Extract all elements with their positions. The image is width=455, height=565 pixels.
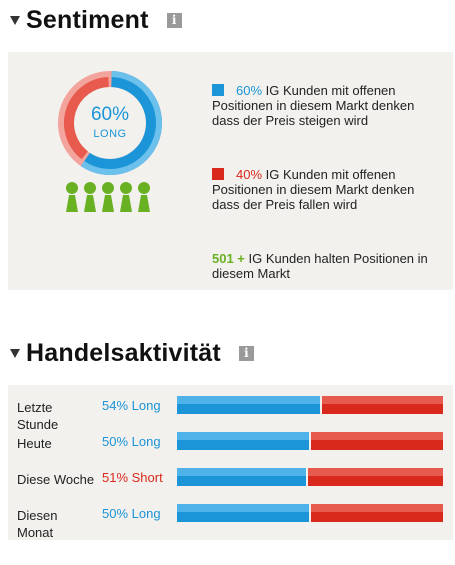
bar-short-segment xyxy=(308,468,443,486)
bar-short-segment xyxy=(311,432,443,450)
clients-count-text: 501 + IG Kunden halten Positionen in die… xyxy=(212,251,442,281)
info-icon[interactable]: i xyxy=(166,13,182,28)
long-description: IG Kunden mit offenen Positionen in dies… xyxy=(212,83,415,128)
bar-long-segment xyxy=(177,504,309,522)
bar-short-segment xyxy=(311,504,443,522)
long-sentiment-text: 60% IG Kunden mit offenen Positionen in … xyxy=(212,83,442,128)
collapse-triangle-icon[interactable] xyxy=(10,349,20,358)
people-icon xyxy=(66,182,150,212)
sentiment-bar xyxy=(177,504,443,522)
long-percentage: 60% xyxy=(236,83,263,98)
donut-long-highlight xyxy=(80,71,162,175)
bar-long-segment xyxy=(177,468,306,486)
sentiment-bar xyxy=(177,468,443,486)
activity-header[interactable]: Handelsaktivität i xyxy=(10,339,254,368)
row-label: Letzte Stunde xyxy=(17,400,59,432)
row-value: 50% Long xyxy=(102,506,161,521)
donut-percentage: 60% xyxy=(90,104,130,125)
row-label: Heute xyxy=(17,436,52,451)
bar-long-segment xyxy=(177,396,320,414)
donut-direction: LONG xyxy=(93,128,127,140)
row-value: 51% Short xyxy=(102,470,163,485)
donut-short-arc xyxy=(64,77,109,160)
sentiment-header[interactable]: Sentiment i xyxy=(10,6,182,35)
bar-short-segment xyxy=(322,396,443,414)
bar-long-segment xyxy=(177,432,309,450)
row-value: 50% Long xyxy=(102,434,161,449)
short-color-square xyxy=(212,168,224,180)
info-icon[interactable]: i xyxy=(238,346,254,361)
donut-long-arc xyxy=(80,71,162,175)
long-color-square xyxy=(212,84,224,96)
sentiment-bar xyxy=(177,432,443,450)
short-sentiment-text: 40% IG Kunden mit offenen Positionen in … xyxy=(212,167,442,212)
row-value: 54% Long xyxy=(102,398,161,413)
clients-description: IG Kunden halten Positionen in diesem Ma… xyxy=(212,251,428,281)
sentiment-bar xyxy=(177,396,443,414)
row-label: Diesen Monat xyxy=(17,508,58,540)
sentiment-donut xyxy=(58,71,162,175)
clients-count: 501 + xyxy=(212,251,245,266)
sentiment-title: Sentiment xyxy=(26,6,149,34)
collapse-triangle-icon[interactable] xyxy=(10,16,20,25)
short-description: IG Kunden mit offenen Positionen in dies… xyxy=(212,167,415,212)
donut-label-group: 60% LONG xyxy=(58,71,162,175)
short-percentage: 40% xyxy=(236,167,263,182)
activity-title: Handelsaktivität xyxy=(26,339,221,367)
row-label: Diese Woche xyxy=(17,472,95,487)
